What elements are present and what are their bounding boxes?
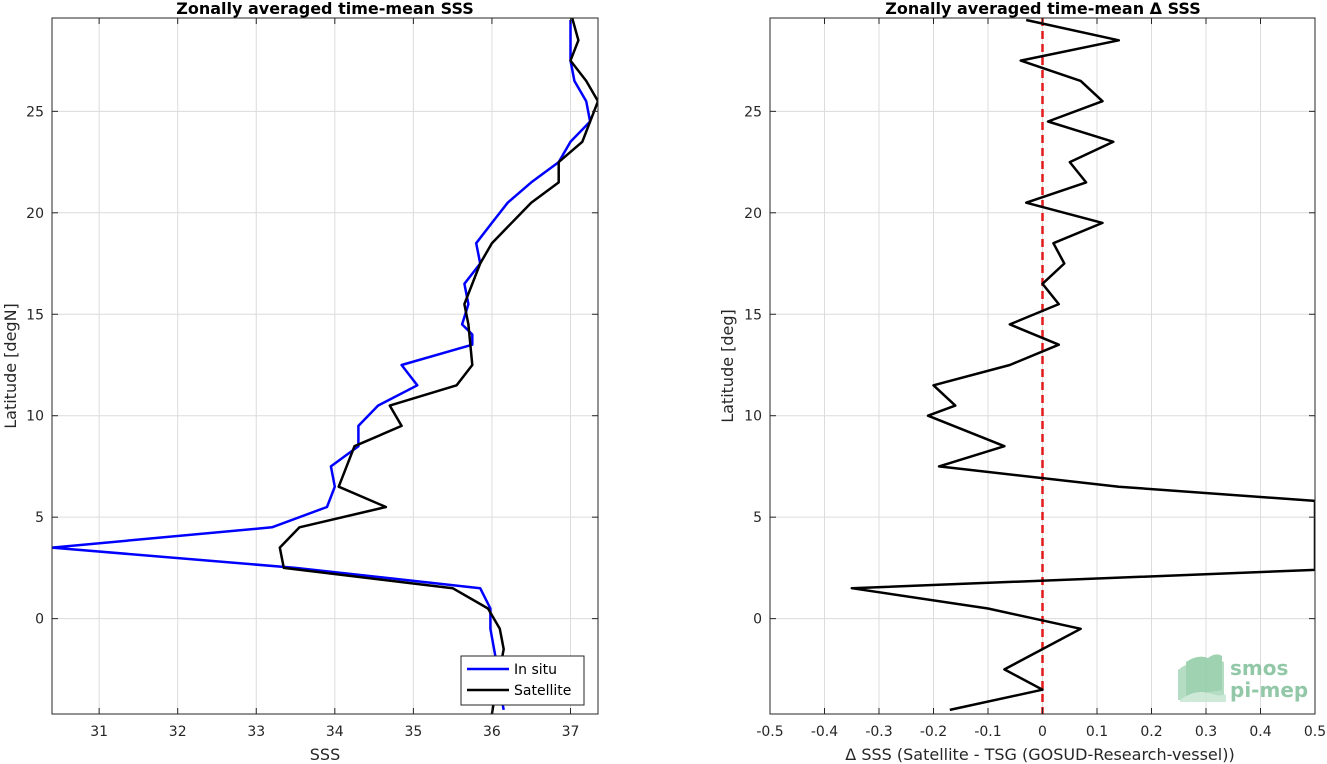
left-x-tick-label: 32 xyxy=(169,724,187,740)
logo-line1: smos xyxy=(1230,656,1288,680)
right-series-0-line xyxy=(850,18,1315,712)
right-y-tick-label: 25 xyxy=(744,104,762,120)
left-x-tick-label: 33 xyxy=(247,724,265,740)
left-y-axis-label: Latitude [degN] xyxy=(1,303,20,429)
left-ticks: 31 32 33 34 35 36 37 0 5 10 15 20 25 xyxy=(26,18,598,740)
left-y-tick-label: 10 xyxy=(26,409,44,425)
legend-box xyxy=(460,655,585,706)
right-x-tick-label: 0.4 xyxy=(1249,724,1271,740)
left-y-tick-label: 15 xyxy=(26,307,44,323)
right-y-tick-label: 15 xyxy=(744,307,762,323)
left-y-tick-label: 5 xyxy=(35,510,44,526)
right-x-tick-label: 0.5 xyxy=(1304,724,1326,740)
right-y-tick-label: 5 xyxy=(753,510,762,526)
legend: In situ Satellite xyxy=(460,655,585,706)
right-x-tick-label: 0.3 xyxy=(1195,724,1217,740)
right-x-tick-label: -0.3 xyxy=(865,724,892,740)
right-y-tick-label: 0 xyxy=(753,612,762,628)
left-chart-title: Zonally averaged time-mean SSS xyxy=(176,0,474,18)
left-x-tick-label: 36 xyxy=(483,724,501,740)
right-y-tick-label: 10 xyxy=(744,409,762,425)
right-y-axis-label: Latitude [deg] xyxy=(718,309,737,423)
left-plot-frame xyxy=(51,17,599,715)
legend-satellite-label: Satellite xyxy=(514,683,571,699)
left-grid xyxy=(52,18,598,714)
smos-pi-mep-logo: smos pi-mep xyxy=(1178,654,1308,702)
left-panel: Zonally averaged time-mean SSS 31 32 33 34 3… xyxy=(1,0,599,764)
left-y-tick-label: 0 xyxy=(35,612,44,628)
logo-line2: pi-mep xyxy=(1230,678,1308,702)
left-y-tick-label: 25 xyxy=(26,104,44,120)
right-x-tick-label: 0 xyxy=(1038,724,1047,740)
right-y-tick-label: 20 xyxy=(744,206,762,222)
left-y-tick-label: 20 xyxy=(26,206,44,222)
left-series-group xyxy=(52,18,598,714)
left-x-axis-label: SSS xyxy=(310,745,340,764)
right-x-tick-label: -0.2 xyxy=(920,724,947,740)
left-in-situ-line xyxy=(52,20,592,711)
right-x-tick-label: 0.1 xyxy=(1086,724,1108,740)
legend-in-situ-label: In situ xyxy=(514,662,557,678)
left-x-tick-label: 34 xyxy=(326,724,344,740)
left-x-tick-label: 31 xyxy=(90,724,108,740)
left-satellite-line xyxy=(278,18,598,714)
right-x-tick-label: -0.1 xyxy=(974,724,1001,740)
right-chart-title: Zonally averaged time-mean Δ SSS xyxy=(885,0,1201,18)
right-series-group xyxy=(850,18,1315,712)
right-x-tick-label: 0.2 xyxy=(1140,724,1162,740)
left-x-tick-label: 35 xyxy=(404,724,422,740)
right-x-tick-label: -0.5 xyxy=(756,724,783,740)
right-panel: Zonally averaged time-mean Δ SSS -0.5 -0.… xyxy=(718,0,1326,764)
right-ticks: -0.5 -0.4 -0.3 -0.2 -0.1 0 0.1 0.2 0.3 0.4 0.5 0 5 10… xyxy=(744,18,1326,740)
right-x-tick-label: -0.4 xyxy=(811,724,838,740)
left-x-tick-label: 37 xyxy=(562,724,580,740)
right-x-axis-label: Δ SSS (Satellite - TSG (GOSUD-Research-v… xyxy=(845,745,1234,764)
